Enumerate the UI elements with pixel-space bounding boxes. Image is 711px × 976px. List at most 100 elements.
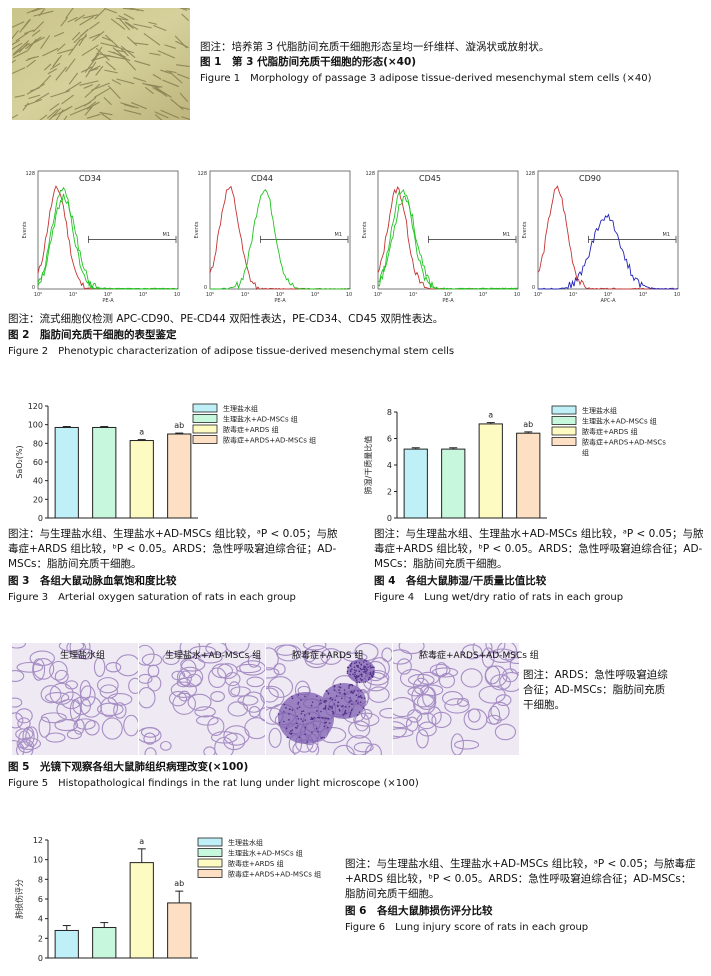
x-tick-label: 10³ [139, 292, 147, 298]
x-tick-label: 10¹ [241, 292, 249, 298]
y-tick-label: 12 [33, 836, 43, 845]
y-tick-label: 6 [387, 435, 392, 444]
y-axis-label: Events [22, 221, 28, 238]
x-axis-label: PE-A [442, 298, 454, 303]
x-tick-label: 10² [104, 292, 112, 298]
x-axis-label: APC-A [600, 298, 616, 303]
sao2-bar-chart: 0 20 40 60 80 100 120 SaO₂(%) a ab 生理盐水组生理盐水+AD-MS… [15, 402, 316, 523]
fig1-title-cn: 图 1 第 3 代脂肪间充质干细胞的形态(×40) [200, 56, 417, 68]
y-tick-label: 10 [33, 856, 43, 865]
histogram-trace [210, 189, 350, 290]
y-tick-label: 20 [33, 495, 43, 504]
flow-panel-cd90: Events 0 128 10⁰ 10¹ 10² 10³ 10⁴ APC-A CD90 M1 [522, 170, 680, 303]
plot-frame [537, 170, 679, 290]
x-axis-label: PE-A [102, 298, 114, 303]
histogram-trace [37, 193, 178, 291]
fig5-title-en: Figure 5 Histopathological findings in t… [8, 778, 419, 789]
histogram-trace [377, 196, 518, 290]
fig2-title-cn: 图 2 脂肪间充质干细胞的表型鉴定 [8, 329, 177, 341]
y-tick-label: 0 [38, 514, 43, 523]
y-tick-label: 0 [32, 285, 35, 291]
histology-panel-label: 脓毒症+ARDS+AD-MSCs 组 [419, 651, 539, 661]
histogram-trace [377, 186, 518, 290]
y-tick-label: 4 [387, 461, 392, 470]
bar [167, 433, 192, 519]
y-axis-label: Events [194, 221, 200, 238]
flow-panel-cd34: Events 0 128 10⁰ 10¹ 10² 10³ 10⁴ PE-A CD34 M1 [22, 170, 180, 303]
bar [403, 448, 428, 519]
y-tick-label: 8 [38, 875, 43, 884]
fig6-note: 图注：与生理盐水组、生理盐水+AD-MSCs 组比较，ᵃP < 0.05；与脓毒… [345, 858, 696, 900]
y-tick-label: 100 [28, 421, 43, 430]
legend-label: 脓毒症+ARDS+AD-MSCs 组 [223, 436, 316, 445]
fig1-note: 图注：培养第 3 代脂肪间充质干细胞形态呈均一纤维样、漩涡状或放射状。 [200, 41, 550, 53]
gate-label: M1 [663, 232, 671, 238]
legend-swatch [192, 424, 218, 434]
legend-label: 生理盐水+AD-MSCs 组 [223, 415, 298, 424]
bar [54, 929, 79, 959]
legend-label: 生理盐水+AD-MSCs 组 [582, 417, 657, 426]
legend-label: 生理盐水组 [228, 838, 263, 847]
legend-swatch [197, 869, 223, 878]
bar [478, 423, 503, 519]
y-axis-label: 肺湿/干质量比值 [363, 436, 373, 495]
x-tick-label: 10⁰ [534, 292, 542, 298]
fig4-note: 图注：与生理盐水组、生理盐水+AD-MSCs 组比较，ᵃP < 0.05；与脓毒… [374, 528, 704, 570]
legend-label: 组 [582, 448, 589, 457]
histogram-trace [209, 185, 350, 290]
fig5-title-cn: 图 5 光镜下观察各组大鼠肺组织病理改变(×100) [8, 761, 249, 773]
y-tick-label: 80 [33, 439, 43, 448]
significance-label: a [488, 411, 493, 420]
y-tick-label: 0 [532, 285, 535, 291]
y-tick-label: 40 [33, 477, 43, 486]
fig6-title-cn: 图 6 各组大鼠肺损伤评分比较 [345, 905, 493, 917]
y-tick-label: 2 [387, 488, 392, 497]
y-axis-label: SaO₂(%) [15, 445, 24, 478]
x-tick-label: 10² [604, 292, 612, 298]
bar [167, 902, 192, 959]
legend-swatch [551, 416, 577, 425]
histology-panel [12, 643, 139, 755]
legend-swatch [551, 405, 577, 415]
fig1-title-en: Figure 1 Morphology of passage 3 adipose… [200, 73, 652, 84]
significance-label: ab [523, 420, 533, 429]
y-tick-label: 0 [387, 514, 392, 523]
x-tick-label: 10² [444, 292, 452, 298]
histology-panel-label: 脓毒症+ARDS 组 [292, 651, 364, 661]
fig6-title-en: Figure 6 Lung injury score of rats in ea… [345, 922, 589, 933]
y-tick-label: 0 [372, 285, 375, 291]
y-tick-label: 128 [25, 171, 35, 177]
x-tick-label: 10¹ [409, 292, 417, 298]
fig4-title-cn: 图 4 各组大鼠肺湿/干质量比值比较 [374, 575, 547, 587]
histology-panel-label: 生理盐水组 [60, 651, 106, 661]
marker-label: CD45 [419, 174, 441, 183]
alveolar-walls [393, 643, 520, 755]
x-tick-label: 10⁴ [346, 292, 352, 298]
legend-swatch [192, 403, 218, 413]
cell-nuclei [277, 659, 375, 743]
y-tick-label: 2 [38, 934, 43, 943]
histogram-trace [37, 186, 178, 290]
y-tick-label: 128 [525, 171, 535, 177]
plot-frame [209, 170, 351, 290]
legend-label: 脓毒症+ARDS 组 [582, 427, 638, 436]
y-tick-label: 0 [38, 954, 43, 963]
legend-swatch [551, 437, 577, 446]
alveolar-walls [12, 643, 139, 755]
legend-label: 生理盐水组 [223, 404, 258, 413]
y-axis-label: Events [522, 221, 528, 238]
y-tick-label: 120 [28, 402, 43, 411]
fig5-side-note: 图注：ARDS：急性呼吸窘迫综合征；AD-MSCs：脂肪间充质干细胞。 [523, 669, 668, 711]
flow-panel-cd44: Events 0 128 10⁰ 10¹ 10² 10³ 10⁴ PE-A CD44 M1 [194, 170, 352, 303]
gate-label: M1 [503, 232, 511, 238]
histology-panel-label: 生理盐水+AD-MSCs 组 [165, 651, 262, 661]
x-tick-label: 10⁰ [374, 292, 382, 298]
y-axis-label: 肺损伤评分 [14, 879, 24, 919]
marker-label: CD90 [579, 174, 601, 183]
y-tick-label: 60 [33, 458, 43, 467]
cell-morphology-photo [12, 8, 190, 120]
fig2-title-en: Figure 2 Phenotypic characterization of … [8, 346, 455, 357]
legend-swatch [197, 837, 223, 847]
